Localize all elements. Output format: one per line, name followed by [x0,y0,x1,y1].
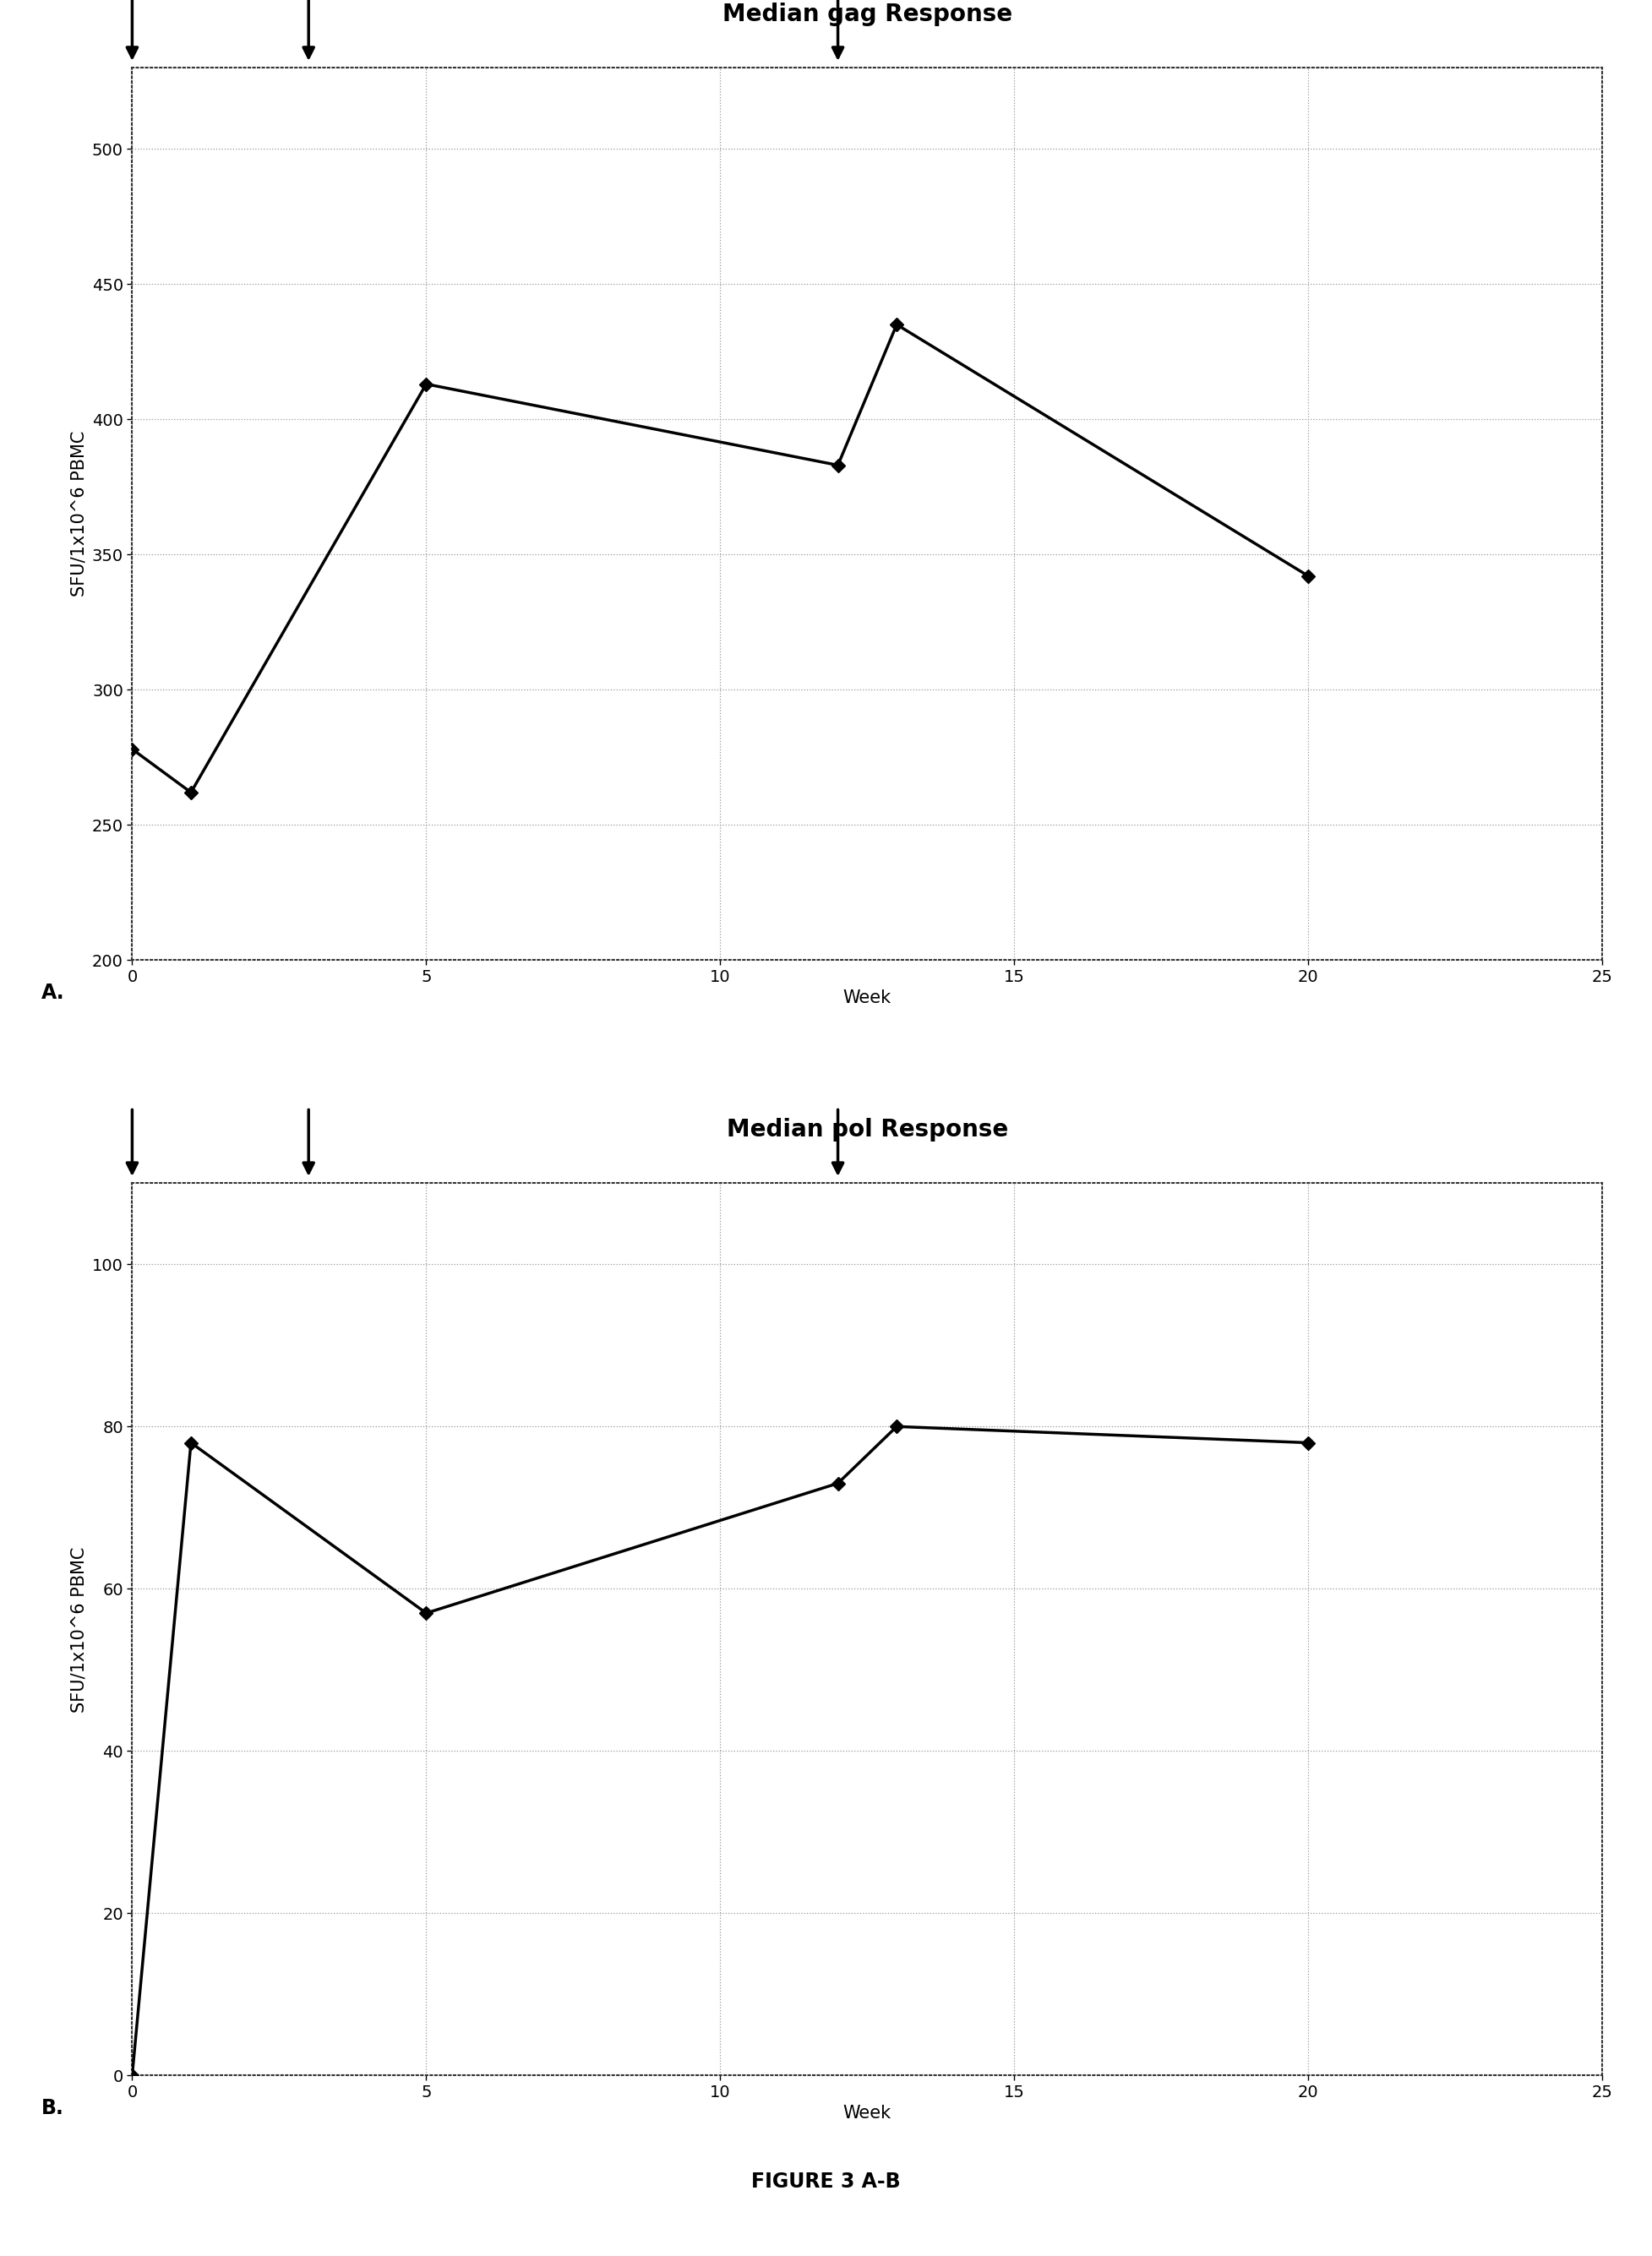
Y-axis label: SFU/1x10^6 PBMC: SFU/1x10^6 PBMC [71,431,88,598]
Title: Median gag Response: Median gag Response [722,2,1013,25]
Text: A.: A. [41,984,64,1004]
X-axis label: Week: Week [843,2105,892,2123]
X-axis label: Week: Week [843,990,892,1006]
Y-axis label: SFU/1x10^6 PBMC: SFU/1x10^6 PBMC [71,1545,88,1712]
Text: FIGURE 3 A-B: FIGURE 3 A-B [752,2173,900,2191]
Title: Median pol Response: Median pol Response [727,1117,1008,1142]
Text: B.: B. [41,2098,64,2118]
